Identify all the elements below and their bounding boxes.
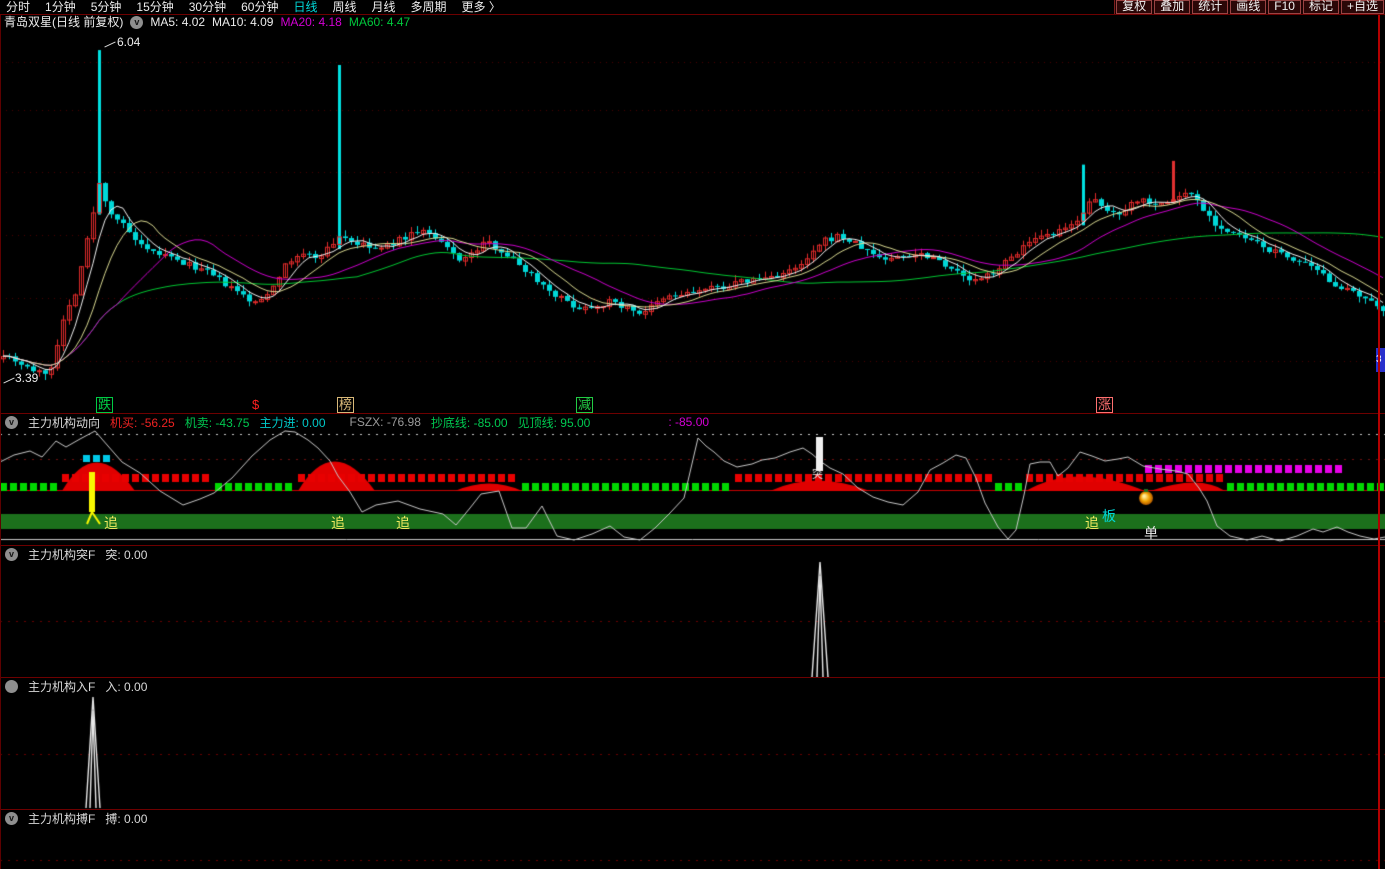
top-menu-bar: 分时 1分钟 5分钟 15分钟 30分钟 60分钟 日线 周线 月线 多周期 更… (0, 0, 1385, 14)
collapse-icon[interactable] (5, 679, 18, 693)
fuquan-button[interactable]: 复权 (1116, 0, 1153, 14)
panel1-indicator-chart[interactable] (0, 430, 1385, 545)
menu-item-30min[interactable]: 30分钟 (188, 0, 227, 14)
chart-title-bar: 青岛双星(日线 前复权) v MA5: 4.02 MA10: 4.09 MA20… (4, 15, 410, 30)
panel1-signal-label: 追 (396, 515, 410, 531)
menu-item-fenshi[interactable]: 分时 (6, 0, 31, 14)
panel1-header: v 主力机构动向 机买: -56.25 机卖: -43.75 主力进: 0.00… (5, 414, 709, 430)
menu-item-15min[interactable]: 15分钟 (136, 0, 174, 14)
panel1-signal-label: 追 (1085, 515, 1099, 531)
jiandingxian-value: 见顶线: 95.00 (517, 415, 591, 430)
menu-item-5min[interactable]: 5分钟 (90, 0, 122, 14)
chevron-down-icon[interactable]: v (130, 16, 144, 29)
ma10-value: MA10: 4.09 (212, 15, 274, 29)
panel1-signal-label: 追 (331, 515, 345, 531)
ma20-value: MA20: 4.18 (280, 15, 342, 29)
panel3-indicator-chart[interactable] (0, 692, 1385, 809)
menu-item-more[interactable]: 更多 〉 (461, 0, 501, 14)
high-price-annotation: 6.04 (117, 35, 141, 49)
panel3-title: 主力机构入F (28, 679, 96, 694)
panel-separator (0, 413, 1385, 414)
ma5-value: MA5: 4.02 (150, 15, 206, 29)
panel-separator (0, 809, 1385, 810)
panel3-header: 主力机构入F 入: 0.00 (5, 678, 147, 694)
menu-item-daily[interactable]: 日线 (293, 0, 318, 14)
panel4-header: v 主力机构搏F 搏: 0.00 (5, 810, 147, 826)
chart-bottom-marker: 跌 (96, 397, 114, 413)
biaoji-button[interactable]: 标记 (1302, 0, 1339, 14)
chart-right-axis-border (1378, 15, 1380, 869)
tongji-button[interactable]: 统计 (1192, 0, 1229, 14)
f10-button[interactable]: F10 (1268, 0, 1301, 14)
menu-item-weekly[interactable]: 周线 (332, 0, 357, 14)
tool-button-strip: 复权 叠加 统计 画线 F10 标记 +自选 (1114, 0, 1385, 14)
panel1-title: 主力机构动向 (28, 415, 101, 430)
jimai-value: 机买: -56.25 (110, 415, 175, 430)
diejia-button[interactable]: 叠加 (1154, 0, 1191, 14)
menu-item-1min[interactable]: 1分钟 (45, 0, 76, 14)
chart-left-border (0, 15, 1, 869)
huaxian-button[interactable]: 画线 (1230, 0, 1267, 14)
chaodixian-value: 抄底线: -85.00 (430, 415, 508, 430)
panel2-header: v 主力机构突F 突: 0.00 (5, 546, 147, 562)
chart-bottom-marker: 减 (576, 397, 594, 413)
ma60-value: MA60: 4.47 (348, 15, 411, 29)
panel4-title: 主力机构搏F (28, 811, 96, 826)
panel1-signal-label: 单 (1144, 525, 1158, 541)
fszx-value: FSZX: -76.98 (349, 415, 421, 429)
panel-separator (0, 677, 1385, 678)
extra-line-value: : -85.00 (668, 415, 710, 429)
add-favorite-button[interactable]: +自选 (1340, 0, 1384, 14)
panel1-signal-label: 追 (104, 515, 118, 531)
panel4-indicator-chart[interactable] (0, 826, 1385, 869)
panel2-indicator-chart[interactable] (0, 560, 1385, 677)
chart-bottom-marker: 涨 (1096, 397, 1114, 413)
menu-item-monthly[interactable]: 月线 (371, 0, 396, 14)
ru-value: 入: 0.00 (105, 679, 148, 694)
panel1-signal-label: 板 (1102, 508, 1116, 524)
menu-item-60min[interactable]: 60分钟 (241, 0, 279, 14)
panel2-title: 主力机构突F (28, 547, 96, 562)
zhulijin-value: 主力进: 0.00 (259, 415, 326, 430)
main-candlestick-chart[interactable] (0, 30, 1385, 413)
menu-separator (0, 14, 1385, 15)
panel-separator (0, 545, 1385, 546)
collapse-icon[interactable]: v (5, 547, 18, 561)
bo-value: 搏: 0.00 (105, 811, 148, 826)
collapse-icon[interactable]: v (5, 415, 18, 429)
period-menu: 分时 1分钟 5分钟 15分钟 30分钟 60分钟 日线 周线 月线 多周期 更… (6, 0, 501, 14)
chart-bottom-marker: $ (252, 397, 260, 412)
symbol-title: 青岛双星(日线 前复权) (4, 15, 124, 29)
collapse-icon[interactable]: v (5, 811, 18, 825)
menu-item-multiperiod[interactable]: 多周期 (410, 0, 447, 14)
tu-value: 突: 0.00 (105, 547, 148, 562)
low-price-annotation: 3.39 (15, 371, 39, 385)
jimai-sell-value: 机卖: -43.75 (184, 415, 250, 430)
chart-bottom-marker: 榜 (337, 397, 355, 413)
